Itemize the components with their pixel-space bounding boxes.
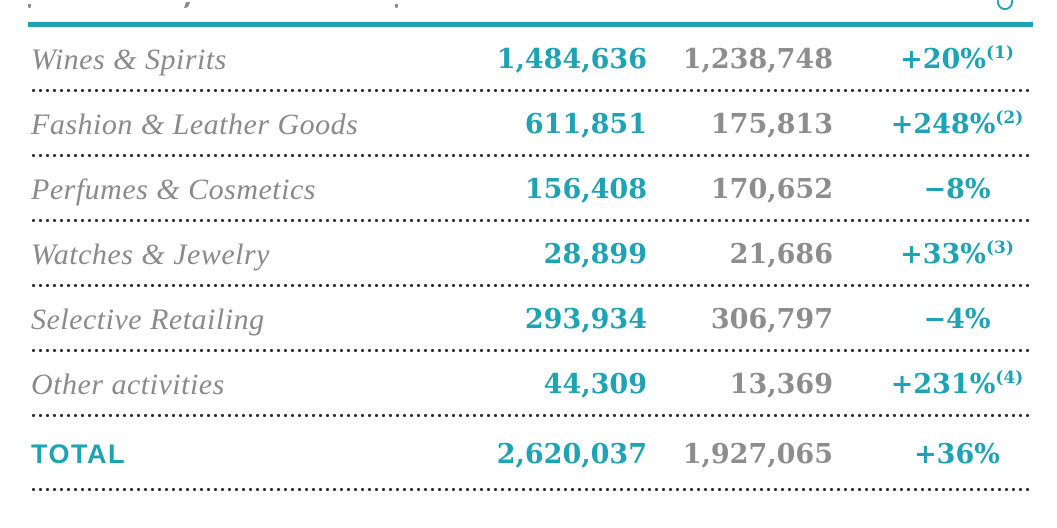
clipped-text-fragment — [184, 2, 190, 8]
row-label: Selective Retailing — [31, 302, 265, 336]
change-percent: +20% — [900, 44, 986, 75]
row-prior-value: 13,369 — [729, 369, 833, 400]
clipped-text-fragment — [28, 4, 31, 8]
header-divider-rule — [28, 22, 1033, 27]
row-label: Perfumes & Cosmetics — [31, 172, 316, 206]
total-label: TOTAL — [31, 438, 126, 469]
row-prior-value: 21,686 — [729, 239, 833, 270]
row-change-value: +231%(4) — [881, 369, 1033, 400]
row-change-value: +33%(3) — [881, 239, 1033, 270]
row-label: Wines & Spirits — [31, 42, 227, 76]
row-label: Fashion & Leather Goods — [31, 107, 359, 141]
row-change-value: −4% — [881, 304, 1033, 335]
row-current-value: 293,934 — [524, 304, 647, 335]
row-current-value: 28,899 — [543, 239, 647, 270]
footnote-superscript: (3) — [985, 238, 1014, 258]
revenue-by-business-group-table: Wines & Spirits 1,484,636 1,238,748 +20%… — [28, 0, 1033, 492]
footnote-superscript: (1) — [985, 43, 1014, 63]
table-row: Perfumes & Cosmetics 156,408 170,652 −8% — [28, 157, 1033, 223]
row-label: Other activities — [31, 367, 225, 401]
total-prior-value: 1,927,065 — [682, 438, 833, 470]
total-change-value: +36% — [914, 438, 1000, 470]
clipped-text-fragment — [395, 4, 398, 8]
row-change-value: +248%(2) — [881, 109, 1033, 140]
row-prior-value: 1,238,748 — [682, 44, 833, 75]
footnote-superscript: (2) — [995, 108, 1024, 128]
table-body: Wines & Spirits 1,484,636 1,238,748 +20%… — [28, 27, 1033, 418]
row-prior-value: 306,797 — [710, 304, 833, 335]
row-change-value: −8% — [881, 174, 1033, 205]
row-current-value: 1,484,636 — [496, 44, 647, 75]
change-percent: +248% — [890, 109, 996, 140]
table-row: Selective Retailing 293,934 306,797 −4% — [28, 287, 1033, 353]
total-current-value: 2,620,037 — [496, 438, 647, 470]
row-current-value: 611,851 — [524, 109, 647, 140]
change-percent: −8% — [923, 174, 991, 205]
row-prior-value: 175,813 — [710, 109, 833, 140]
table-row: Other activities 44,309 13,369 +231%(4) — [28, 352, 1033, 418]
table-row: Wines & Spirits 1,484,636 1,238,748 +20%… — [28, 27, 1033, 93]
change-percent: +33% — [900, 239, 986, 270]
table-row: Fashion & Leather Goods 611,851 175,813 … — [28, 92, 1033, 158]
change-percent: +231% — [890, 369, 996, 400]
total-row: TOTAL 2,620,037 1,927,065 +36% — [28, 417, 1033, 492]
change-percent: −4% — [923, 304, 991, 335]
table-row: Watches & Jewelry 28,899 21,686 +33%(3) — [28, 222, 1033, 288]
footnote-superscript: (4) — [995, 368, 1024, 388]
row-current-value: 156,408 — [524, 174, 647, 205]
clipped-header-descender-fragment — [997, 0, 1013, 10]
row-current-value: 44,309 — [543, 369, 647, 400]
row-label: Watches & Jewelry — [31, 237, 270, 271]
row-prior-value: 170,652 — [710, 174, 833, 205]
row-change-value: +20%(1) — [881, 44, 1033, 75]
clipped-header-row — [28, 0, 1033, 22]
